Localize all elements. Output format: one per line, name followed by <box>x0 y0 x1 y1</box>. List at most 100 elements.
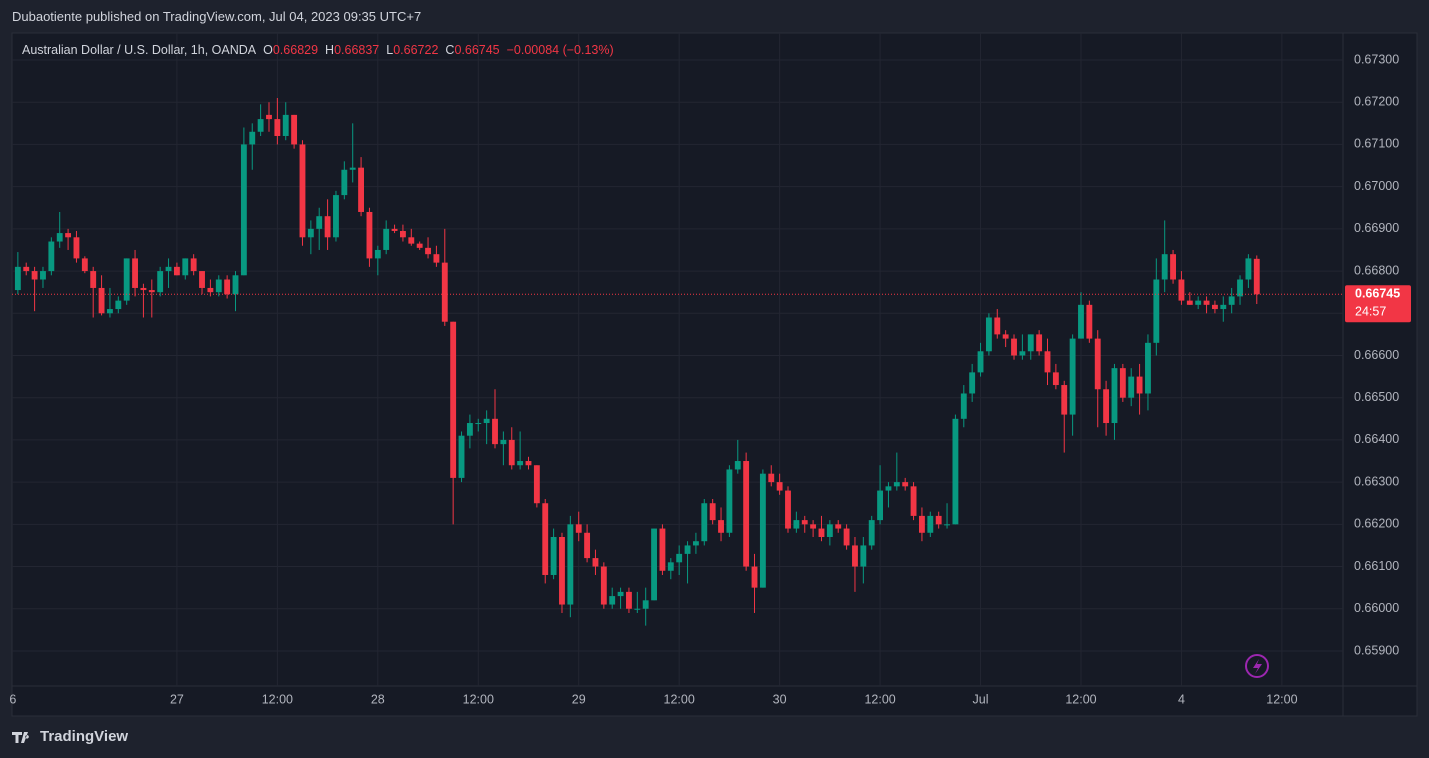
candle-body <box>1161 254 1168 280</box>
candle-body <box>692 541 699 546</box>
x-tick-label: 12:00 <box>262 692 293 706</box>
candle-body <box>634 608 641 610</box>
candle-body <box>609 596 616 605</box>
last-price-box <box>1345 285 1411 323</box>
candle-body <box>1136 376 1143 394</box>
x-tick-label: 12:00 <box>664 692 695 706</box>
candle-body <box>299 144 306 238</box>
candle-body <box>852 545 858 567</box>
candle-body <box>1044 351 1051 373</box>
candle-body <box>157 271 164 293</box>
legend-key: C <box>445 43 455 57</box>
candle-body <box>868 520 875 546</box>
candle-body <box>182 258 189 276</box>
candle-body <box>567 524 574 605</box>
chart-frame <box>11 32 1418 717</box>
candle-body <box>399 230 406 238</box>
candle-body <box>483 418 490 424</box>
candle-body <box>31 271 38 280</box>
candle-body <box>282 114 289 136</box>
candle-body <box>132 258 138 288</box>
candle-body <box>408 237 415 244</box>
candle-body <box>785 490 791 529</box>
candle-body <box>1036 334 1043 352</box>
legend-value: 0.66829 <box>272 43 319 57</box>
y-tick-label: 0.66400 <box>1354 432 1399 446</box>
candle-body <box>316 216 323 229</box>
x-tick-label: 29 <box>572 692 586 706</box>
candle-body <box>107 309 113 314</box>
candle-body <box>927 515 934 533</box>
candle-body <box>123 258 130 301</box>
candle-body <box>584 532 591 559</box>
x-tick-label: 27 <box>170 692 184 706</box>
legend-key: O <box>263 43 273 57</box>
symbol-title: Australian Dollar / U.S. Dollar, 1h, OAN… <box>22 43 257 57</box>
legend-key: H <box>325 43 335 57</box>
candle-body <box>224 279 231 295</box>
candle-body <box>642 600 649 609</box>
candle-body <box>1011 338 1017 356</box>
countdown-label: 24:57 <box>1355 305 1386 319</box>
candle-body <box>667 562 674 571</box>
y-tick-label: 0.66900 <box>1354 221 1399 235</box>
candle-body <box>1019 351 1026 356</box>
alert-bolt <box>1253 659 1262 674</box>
candle-body <box>1128 376 1135 398</box>
candle-body <box>48 241 55 272</box>
x-tick-label: 6 <box>9 692 16 706</box>
candle-body <box>508 439 515 466</box>
candle-body <box>919 515 925 533</box>
y-tick-label: 0.67300 <box>1354 52 1399 66</box>
candle-body <box>240 144 247 276</box>
candle-body <box>1170 254 1176 280</box>
candle-body <box>885 486 892 491</box>
candle-body <box>684 545 691 554</box>
candle-body <box>1119 368 1126 398</box>
candle-body <box>1086 304 1093 339</box>
y-tick-label: 0.67100 <box>1354 137 1399 151</box>
legend-value: 0.66745 <box>454 43 500 57</box>
y-tick-label: 0.66300 <box>1354 474 1399 488</box>
x-tick-label: 12:00 <box>1065 692 1096 706</box>
candle-body <box>1245 258 1252 280</box>
y-tick-label: 0.66000 <box>1354 601 1399 615</box>
candle-body <box>349 167 356 170</box>
candle-body <box>709 503 716 521</box>
candle-body <box>148 290 155 293</box>
candle-body <box>935 515 942 525</box>
candle-body <box>257 119 264 132</box>
candle-body <box>366 211 373 259</box>
x-tick-label: 28 <box>371 692 385 706</box>
candle-body <box>56 233 63 242</box>
candle-body <box>626 591 632 609</box>
candle-body <box>801 520 808 525</box>
candle-body <box>324 216 331 238</box>
candle-body <box>651 528 657 601</box>
legend-value: 0.66722 <box>393 43 439 57</box>
candle-body <box>173 266 180 276</box>
candle-body <box>1237 279 1243 297</box>
alert-icon[interactable] <box>1245 654 1269 678</box>
candle-body <box>450 321 457 478</box>
candle-body <box>1203 300 1210 305</box>
x-tick-label: 30 <box>773 692 787 706</box>
candle-body <box>1094 338 1101 390</box>
candle-body <box>500 439 507 445</box>
candle-body <box>391 228 398 231</box>
candle-body <box>768 473 775 483</box>
candle-body <box>1186 300 1193 305</box>
candle-body <box>810 524 817 529</box>
candle-body <box>232 275 239 295</box>
candle-body <box>1153 279 1160 343</box>
candle-body <box>902 482 909 487</box>
y-tick-label: 0.66500 <box>1354 390 1399 404</box>
candle-body <box>776 482 783 491</box>
x-tick-label: Jul <box>973 692 989 706</box>
candle-body <box>592 558 599 567</box>
candle-body <box>140 287 147 291</box>
candle-body <box>985 317 992 352</box>
candle-body <box>600 566 607 605</box>
